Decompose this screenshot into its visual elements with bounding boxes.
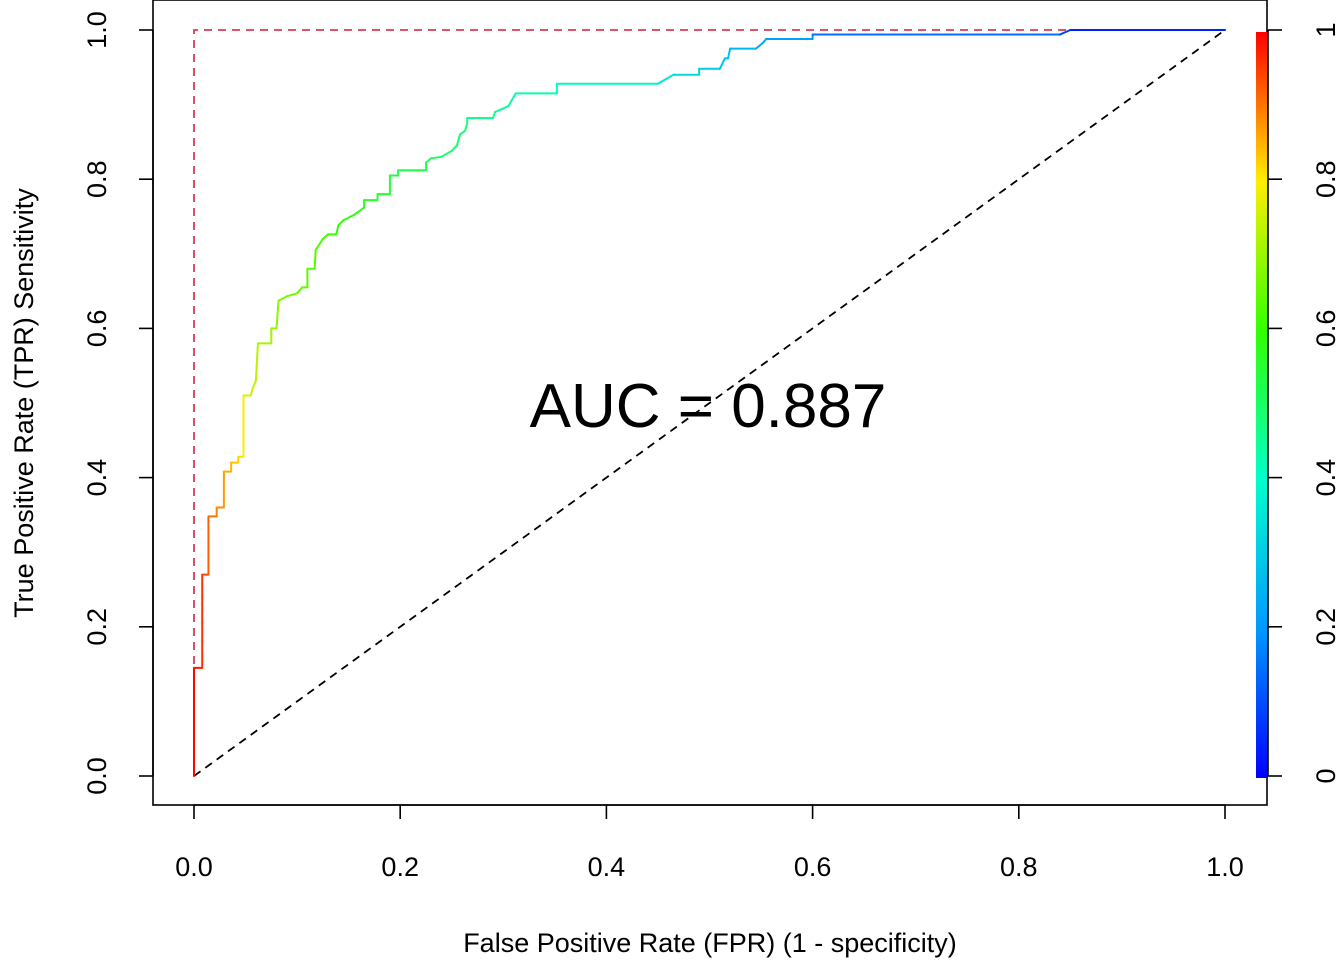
roc-segment xyxy=(254,342,259,382)
roc-segment xyxy=(277,295,288,302)
roc-segment xyxy=(313,249,317,270)
roc-segment xyxy=(335,224,340,236)
y-tick-label: 0.4 xyxy=(82,459,112,497)
colorbar-tick-label: 0.8 xyxy=(1311,160,1341,198)
x-tick-label: 0.8 xyxy=(1000,852,1038,882)
y-tick-label: 0.6 xyxy=(82,310,112,348)
roc-segment xyxy=(285,292,299,298)
colorbar-tick-label: 0 xyxy=(1311,768,1341,783)
x-tick-label: 0.0 xyxy=(175,852,213,882)
roc-segment xyxy=(440,149,453,158)
y-tick-label: 0.8 xyxy=(82,160,112,198)
roc-segment xyxy=(321,233,330,240)
roc-segment xyxy=(424,157,433,164)
colorbar-tick-label: 0.6 xyxy=(1311,310,1341,348)
roc-segment xyxy=(464,122,469,132)
roc-segment xyxy=(491,111,497,120)
roc-segment xyxy=(251,379,257,390)
y-axis: 0.0 0.2 0.4 0.6 0.8 1.0 xyxy=(82,11,154,795)
roc-segment xyxy=(507,92,517,108)
reference-line-1 xyxy=(193,29,1226,777)
roc-segment xyxy=(296,286,304,295)
reference-lines xyxy=(193,29,1226,777)
x-axis-label: False Positive Rate (FPR) (1 - specifici… xyxy=(463,928,957,958)
x-tick-label: 0.6 xyxy=(794,852,832,882)
roc-segment xyxy=(656,73,675,85)
colorbar-tick-label: 1 xyxy=(1311,22,1341,37)
colorbar-tick-label: 0.4 xyxy=(1311,459,1341,497)
roc-segment xyxy=(314,237,324,252)
roc-segment xyxy=(352,206,366,217)
colorbar-tick-label: 0.2 xyxy=(1311,608,1341,646)
roc-segment xyxy=(249,387,254,397)
x-tick-label: 0.2 xyxy=(381,852,419,882)
roc-segment xyxy=(754,41,765,50)
roc-segment xyxy=(342,214,355,222)
x-tick-label: 1.0 xyxy=(1206,852,1244,882)
roc-segment xyxy=(494,105,510,114)
roc-segment xyxy=(275,299,280,330)
roc-segment xyxy=(455,133,461,147)
roc-segment xyxy=(430,155,443,160)
x-tick-label: 0.4 xyxy=(588,852,626,882)
roc-segment xyxy=(718,57,726,70)
colorbar-axis: 0 0.2 0.4 0.6 0.8 1 xyxy=(1267,22,1341,784)
y-tick-label: 1.0 xyxy=(82,11,112,49)
roc-segment xyxy=(458,129,467,136)
roc-segment xyxy=(337,219,345,227)
y-tick-label: 0.0 xyxy=(82,757,112,795)
x-axis: 0.0 0.2 0.4 0.6 0.8 1.0 xyxy=(175,804,1244,882)
reference-line-2 xyxy=(193,29,1225,776)
roc-segment xyxy=(450,144,458,152)
roc-segment xyxy=(727,47,732,60)
roc-curve xyxy=(193,29,1226,777)
y-axis-label: True Positive Rate (TPR) Sensitivity xyxy=(9,188,39,618)
colorbar xyxy=(1256,32,1268,778)
roc-segment xyxy=(1059,29,1072,36)
auc-annotation: AUC = 0.887 xyxy=(530,372,887,441)
y-tick-label: 0.2 xyxy=(82,608,112,646)
